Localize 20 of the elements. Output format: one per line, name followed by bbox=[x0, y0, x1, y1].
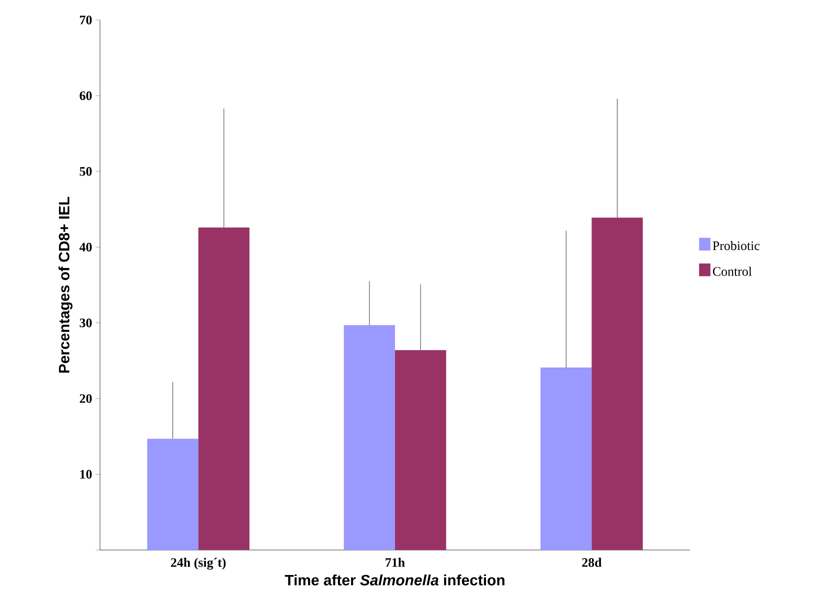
bar bbox=[198, 227, 250, 550]
x-tick-label: 71h bbox=[386, 558, 405, 567]
y-tick-label: 30 bbox=[80, 318, 92, 328]
bar bbox=[147, 438, 198, 550]
x-tick-label: 24h (sig´t) bbox=[171, 558, 226, 570]
x-axis-title: Time after Salmonella infection bbox=[284, 574, 504, 586]
y-tick-label: 40 bbox=[79, 242, 92, 252]
y-tick-label: 50 bbox=[80, 167, 92, 176]
y-tick-label: 70 bbox=[80, 16, 92, 24]
y-axis-title: Percentages of CD8+ IEL bbox=[58, 196, 72, 373]
y-tick-label: 10 bbox=[80, 470, 92, 479]
x-tick-label: 28d bbox=[582, 558, 602, 567]
y-tick-label: 60 bbox=[80, 91, 92, 100]
bar bbox=[395, 350, 446, 550]
legend-label: Control bbox=[712, 266, 752, 276]
legend-label: Probiotic bbox=[712, 241, 760, 250]
bar bbox=[592, 218, 643, 550]
bar bbox=[344, 325, 396, 550]
bar bbox=[540, 368, 592, 550]
y-tick-label: 20 bbox=[80, 394, 92, 403]
